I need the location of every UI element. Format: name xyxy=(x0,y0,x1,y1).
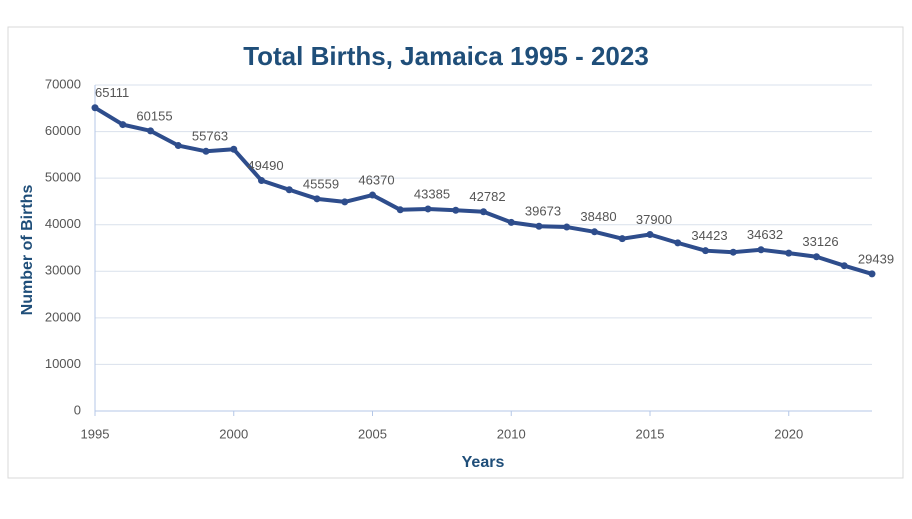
data-label: 33126 xyxy=(802,234,838,249)
data-label: 65111 xyxy=(95,85,129,100)
point xyxy=(480,208,487,216)
point xyxy=(285,186,293,194)
data-label: 43385 xyxy=(414,186,450,201)
x-tick-label: 1995 xyxy=(81,426,110,441)
data-label: 55763 xyxy=(192,129,228,144)
y-tick-label: 0 xyxy=(74,402,81,417)
point xyxy=(507,218,515,226)
x-tick-label: 2000 xyxy=(219,426,248,441)
point xyxy=(313,195,321,203)
point xyxy=(369,191,376,199)
data-label: 60155 xyxy=(136,108,172,123)
point xyxy=(341,198,349,206)
x-tick-label: 2005 xyxy=(358,426,387,441)
point xyxy=(785,249,793,257)
point xyxy=(535,222,543,230)
y-tick-label: 50000 xyxy=(45,170,81,185)
point xyxy=(702,247,709,255)
y-tick-label: 20000 xyxy=(45,309,81,324)
point xyxy=(646,230,654,238)
point xyxy=(147,127,154,135)
point xyxy=(674,239,682,247)
y-axis-label: Number of Births xyxy=(19,185,36,316)
x-tick-label: 2015 xyxy=(636,426,665,441)
data-label: 37900 xyxy=(636,212,672,227)
point xyxy=(868,270,876,278)
data-label: 34423 xyxy=(691,228,727,243)
data-label: 29439 xyxy=(858,251,894,266)
data-label: 49490 xyxy=(247,158,283,173)
point xyxy=(91,104,99,112)
y-tick-label: 30000 xyxy=(45,263,81,278)
data-label: 45559 xyxy=(303,176,339,191)
point xyxy=(202,147,210,155)
point xyxy=(591,228,598,236)
point xyxy=(119,121,127,129)
data-label: 46370 xyxy=(358,172,394,187)
chart-title: Total Births, Jamaica 1995 - 2023 xyxy=(243,41,649,71)
point xyxy=(840,262,848,270)
data-label: 42782 xyxy=(469,189,505,204)
y-tick-label: 60000 xyxy=(45,123,81,138)
point xyxy=(174,142,182,150)
y-tick-label: 70000 xyxy=(45,76,81,91)
point xyxy=(757,246,765,254)
point xyxy=(452,206,460,214)
data-label: 38480 xyxy=(580,209,616,224)
data-label: 39673 xyxy=(525,204,561,219)
point xyxy=(258,177,265,185)
point xyxy=(729,248,737,256)
y-tick-label: 10000 xyxy=(45,356,81,371)
y-tick-label: 40000 xyxy=(45,216,81,231)
x-tick-label: 2020 xyxy=(774,426,803,441)
chart-frame xyxy=(7,26,904,479)
point xyxy=(230,145,238,153)
point xyxy=(618,235,626,243)
point xyxy=(396,206,404,214)
data-label: 34632 xyxy=(747,227,783,242)
point xyxy=(563,223,571,231)
point xyxy=(424,205,432,213)
x-axis-label: Years xyxy=(462,454,505,471)
point xyxy=(813,253,820,261)
x-tick-label: 2010 xyxy=(497,426,526,441)
